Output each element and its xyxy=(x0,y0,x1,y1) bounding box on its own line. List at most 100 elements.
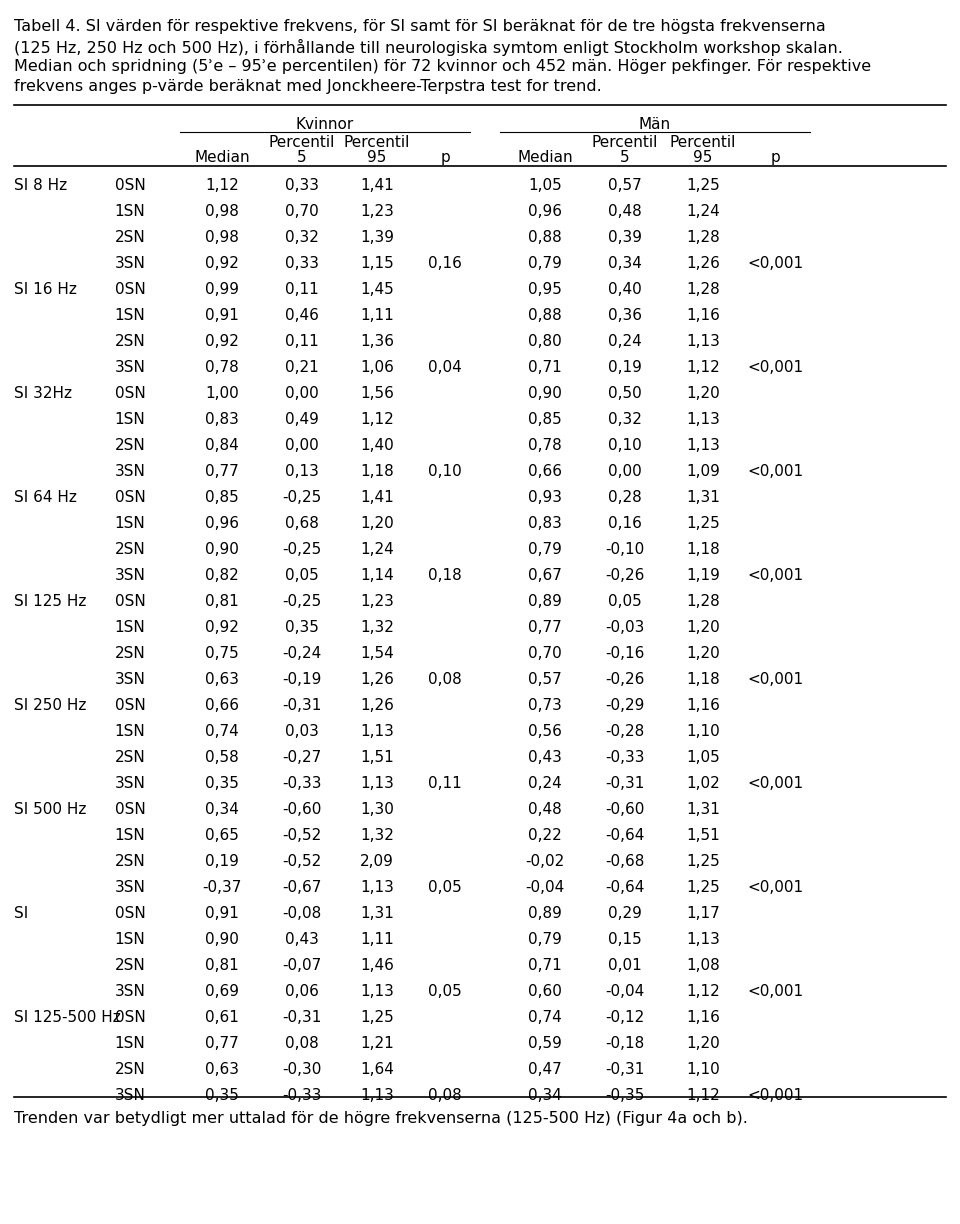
Text: 0,90: 0,90 xyxy=(205,931,239,946)
Text: 1,16: 1,16 xyxy=(686,1010,720,1024)
Text: 0,47: 0,47 xyxy=(528,1061,562,1076)
Text: 0,58: 0,58 xyxy=(205,749,239,765)
Text: 0,05: 0,05 xyxy=(428,984,462,999)
Text: 0,85: 0,85 xyxy=(205,490,239,504)
Text: 3SN: 3SN xyxy=(114,256,145,271)
Text: 1SN: 1SN xyxy=(114,1036,145,1050)
Text: 1,13: 1,13 xyxy=(686,931,720,946)
Text: 1,41: 1,41 xyxy=(360,490,394,504)
Text: 0,95: 0,95 xyxy=(528,282,562,296)
Text: 0,13: 0,13 xyxy=(285,464,319,479)
Text: 0,66: 0,66 xyxy=(528,464,562,479)
Text: <0,001: <0,001 xyxy=(747,880,804,895)
Text: 0,66: 0,66 xyxy=(205,698,239,712)
Text: 0SN: 0SN xyxy=(114,177,145,192)
Text: 0,75: 0,75 xyxy=(205,645,239,661)
Text: 0,84: 0,84 xyxy=(205,437,239,453)
Text: SI 500 Hz: SI 500 Hz xyxy=(14,802,86,816)
Text: 1,12: 1,12 xyxy=(360,411,394,426)
Text: 0,00: 0,00 xyxy=(285,386,319,400)
Text: -0,31: -0,31 xyxy=(282,698,322,712)
Text: 1,05: 1,05 xyxy=(686,749,720,765)
Text: 1,32: 1,32 xyxy=(360,827,394,842)
Text: 0,83: 0,83 xyxy=(205,411,239,426)
Text: 0,36: 0,36 xyxy=(608,307,642,322)
Text: 1,25: 1,25 xyxy=(360,1010,394,1024)
Text: 0,93: 0,93 xyxy=(528,490,562,504)
Text: 0,99: 0,99 xyxy=(205,282,239,296)
Text: -0,29: -0,29 xyxy=(606,698,645,712)
Text: 0,19: 0,19 xyxy=(608,360,642,375)
Text: 3SN: 3SN xyxy=(114,1087,145,1103)
Text: 3SN: 3SN xyxy=(114,984,145,999)
Text: 0,77: 0,77 xyxy=(205,1036,239,1050)
Text: 3SN: 3SN xyxy=(114,672,145,687)
Text: 1,28: 1,28 xyxy=(686,282,720,296)
Text: 0,01: 0,01 xyxy=(608,957,642,973)
Text: 1,13: 1,13 xyxy=(360,723,394,738)
Text: 0,05: 0,05 xyxy=(428,880,462,895)
Text: -0,25: -0,25 xyxy=(282,594,322,608)
Text: 0,16: 0,16 xyxy=(608,515,642,530)
Text: 0,91: 0,91 xyxy=(205,906,239,920)
Text: 0SN: 0SN xyxy=(114,802,145,816)
Text: 0,78: 0,78 xyxy=(528,437,562,453)
Text: 0,92: 0,92 xyxy=(205,333,239,349)
Text: 1,23: 1,23 xyxy=(360,203,394,219)
Text: <0,001: <0,001 xyxy=(747,568,804,583)
Text: -0,33: -0,33 xyxy=(282,1087,322,1103)
Text: 0,46: 0,46 xyxy=(285,307,319,322)
Text: -0,68: -0,68 xyxy=(606,853,645,869)
Text: 1,00: 1,00 xyxy=(205,386,239,400)
Text: 0,96: 0,96 xyxy=(528,203,562,219)
Text: frekvens anges p-värde beräknat med Jonckheere-Terpstra test for trend.: frekvens anges p-värde beräknat med Jonc… xyxy=(14,80,602,94)
Text: 5: 5 xyxy=(298,151,307,165)
Text: 0,11: 0,11 xyxy=(285,282,319,296)
Text: 1,36: 1,36 xyxy=(360,333,394,349)
Text: 1,40: 1,40 xyxy=(360,437,394,453)
Text: Män: Män xyxy=(639,118,671,132)
Text: -0,28: -0,28 xyxy=(606,723,644,738)
Text: 0,82: 0,82 xyxy=(205,568,239,583)
Text: 1,14: 1,14 xyxy=(360,568,394,583)
Text: -0,24: -0,24 xyxy=(282,645,322,661)
Text: 0,35: 0,35 xyxy=(205,1087,239,1103)
Text: 0,81: 0,81 xyxy=(205,957,239,973)
Text: 2SN: 2SN xyxy=(114,853,145,869)
Text: -0,02: -0,02 xyxy=(525,853,564,869)
Text: Trenden var betydligt mer uttalad för de högre frekvenserna (125-500 Hz) (Figur : Trenden var betydligt mer uttalad för de… xyxy=(14,1111,748,1126)
Text: 1,26: 1,26 xyxy=(360,672,394,687)
Text: 0,48: 0,48 xyxy=(528,802,562,816)
Text: Percentil: Percentil xyxy=(591,135,659,151)
Text: <0,001: <0,001 xyxy=(747,256,804,271)
Text: 0,79: 0,79 xyxy=(528,931,562,946)
Text: SI 32Hz: SI 32Hz xyxy=(14,386,72,400)
Text: 1SN: 1SN xyxy=(114,515,145,530)
Text: <0,001: <0,001 xyxy=(747,984,804,999)
Text: -0,37: -0,37 xyxy=(203,880,242,895)
Text: 5: 5 xyxy=(620,151,630,165)
Text: 3SN: 3SN xyxy=(114,568,145,583)
Text: 0,57: 0,57 xyxy=(528,672,562,687)
Text: 2SN: 2SN xyxy=(114,1061,145,1076)
Text: 1,13: 1,13 xyxy=(686,333,720,349)
Text: 1,12: 1,12 xyxy=(205,177,239,192)
Text: 0,85: 0,85 xyxy=(528,411,562,426)
Text: 1,45: 1,45 xyxy=(360,282,394,296)
Text: 0,80: 0,80 xyxy=(528,333,562,349)
Text: 2SN: 2SN xyxy=(114,541,145,557)
Text: 0,50: 0,50 xyxy=(608,386,642,400)
Text: Kvinnor: Kvinnor xyxy=(296,118,354,132)
Text: 1,28: 1,28 xyxy=(686,230,720,245)
Text: 1,12: 1,12 xyxy=(686,1087,720,1103)
Text: -0,08: -0,08 xyxy=(282,906,322,920)
Text: 0,33: 0,33 xyxy=(285,256,319,271)
Text: 0SN: 0SN xyxy=(114,906,145,920)
Text: 1,26: 1,26 xyxy=(360,698,394,712)
Text: 1SN: 1SN xyxy=(114,203,145,219)
Text: -0,64: -0,64 xyxy=(606,880,645,895)
Text: <0,001: <0,001 xyxy=(747,464,804,479)
Text: 0,21: 0,21 xyxy=(285,360,319,375)
Text: 0,77: 0,77 xyxy=(528,619,562,634)
Text: 0,56: 0,56 xyxy=(528,723,562,738)
